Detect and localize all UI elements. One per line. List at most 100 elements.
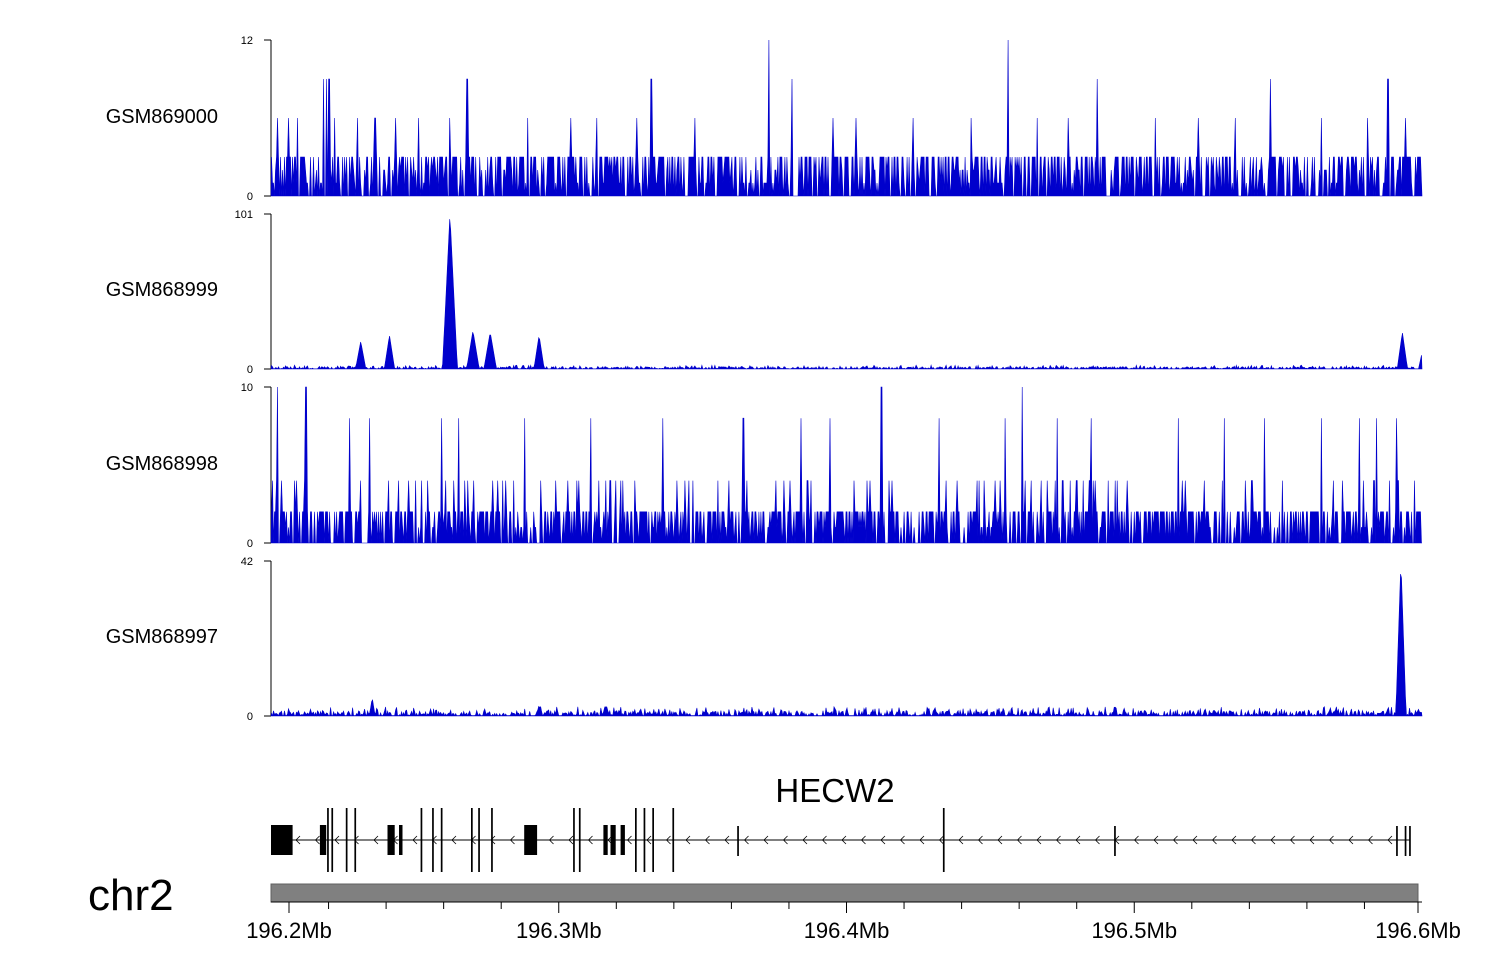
gene-exon (1404, 826, 1407, 856)
track-2: GSM868999 101 0 (106, 209, 1423, 376)
strand-chevron (899, 835, 905, 845)
gene-exon (271, 825, 293, 855)
strand-chevron (743, 835, 749, 845)
strand-chevron (704, 835, 710, 845)
strand-chevron (1133, 835, 1139, 845)
strand-chevron (1036, 835, 1042, 845)
gene-exon (478, 808, 480, 872)
strand-chevron (1094, 835, 1100, 845)
strand-chevron (451, 835, 457, 845)
gene-exon (578, 808, 581, 872)
strand-chevron (587, 835, 593, 845)
gene-exon (610, 825, 616, 855)
gene-exon (491, 808, 493, 872)
gene-exon (345, 808, 348, 872)
gene-exon (440, 808, 443, 872)
gene-exon (1409, 826, 1411, 856)
gene-exon (420, 808, 423, 872)
track-label-3: GSM868998 (106, 453, 218, 475)
strand-chevron (1172, 835, 1178, 845)
strand-chevron (880, 835, 886, 845)
y-min-label-1: 0 (247, 191, 253, 203)
strand-chevron (412, 835, 418, 845)
strand-chevron (568, 835, 574, 845)
strand-chevron (490, 835, 496, 845)
strand-chevron (1055, 835, 1061, 845)
gene-track: HECW2 (271, 772, 1411, 872)
gene-exon (573, 808, 575, 872)
y-min-label-3: 0 (247, 538, 253, 550)
x-tick-label: 196.6Mb (1375, 918, 1461, 943)
strand-chevron (646, 835, 652, 845)
strand-chevron (1270, 835, 1276, 845)
strand-chevron (802, 835, 808, 845)
x-axis: 196.2Mb 196.3Mb 196.4Mb 196.5Mb 196.6Mb (246, 901, 1461, 943)
strand-chevron (1153, 835, 1159, 845)
strand-chevron (509, 835, 515, 845)
gene-exon (635, 808, 637, 872)
y-max-label-4: 42 (241, 556, 253, 568)
track-1: GSM869000 12 0 (106, 35, 1423, 203)
strand-chevron (665, 835, 671, 845)
gene-exon (319, 825, 327, 855)
strand-chevron (763, 835, 769, 845)
strand-chevron (977, 835, 983, 845)
gene-exon (620, 825, 625, 855)
track-3: GSM868998 10 0 (106, 382, 1422, 550)
strand-chevron (860, 835, 866, 845)
strand-chevron (938, 835, 944, 845)
strand-chevron (1309, 835, 1315, 845)
strand-chevron (295, 835, 301, 845)
gene-exon (354, 808, 357, 872)
strand-chevron (1289, 835, 1295, 845)
strand-chevron (1211, 835, 1217, 845)
gene-exon (643, 808, 646, 872)
strand-chevron (1387, 835, 1393, 845)
y-max-label-1: 12 (241, 35, 253, 47)
y-min-label-4: 0 (247, 711, 253, 723)
gene-exon (652, 808, 654, 872)
strand-chevron (1348, 835, 1354, 845)
strand-chevron (1367, 835, 1373, 845)
x-tick-label: 196.5Mb (1091, 918, 1177, 943)
signal-GSM868999 (270, 219, 1423, 370)
signal-GSM868998 (270, 386, 1422, 544)
gene-exon (737, 826, 739, 856)
strand-chevron (1192, 835, 1198, 845)
gene-exon (432, 808, 434, 872)
track-label-1: GSM869000 (106, 106, 218, 128)
strand-chevron (821, 835, 827, 845)
strand-chevron (997, 835, 1003, 845)
strand-chevron (548, 835, 554, 845)
gene-exon (1114, 826, 1116, 856)
y-max-label-2: 101 (235, 209, 253, 221)
strand-chevron (685, 835, 691, 845)
strand-chevron (958, 835, 964, 845)
strand-chevron (314, 835, 320, 845)
signal-GSM868997 (270, 574, 1423, 717)
track-label-2: GSM868999 (106, 279, 218, 301)
track-label-4: GSM868997 (106, 626, 218, 648)
strand-chevron (1231, 835, 1237, 845)
strand-chevron (1250, 835, 1256, 845)
strand-chevron (724, 835, 730, 845)
chromosome-ideogram (270, 883, 1419, 903)
strand-chevron (1075, 835, 1081, 845)
signal-GSM869000 (270, 39, 1423, 197)
strand-chevron (1328, 835, 1334, 845)
strand-chevron (626, 835, 632, 845)
gene-name: HECW2 (775, 772, 894, 809)
gene-exon (387, 825, 395, 855)
track-4: GSM868997 42 0 (106, 556, 1423, 723)
y-max-label-3: 10 (241, 382, 253, 394)
gene-exon (327, 808, 329, 872)
strand-chevron (782, 835, 788, 845)
x-tick-label: 196.4Mb (804, 918, 890, 943)
chromosome-label: chr2 (88, 871, 174, 920)
gene-exon (1396, 826, 1398, 856)
x-tick-label: 196.3Mb (516, 918, 602, 943)
gene-exon (331, 808, 334, 872)
strand-chevron (919, 835, 925, 845)
gene-exon (524, 825, 538, 855)
